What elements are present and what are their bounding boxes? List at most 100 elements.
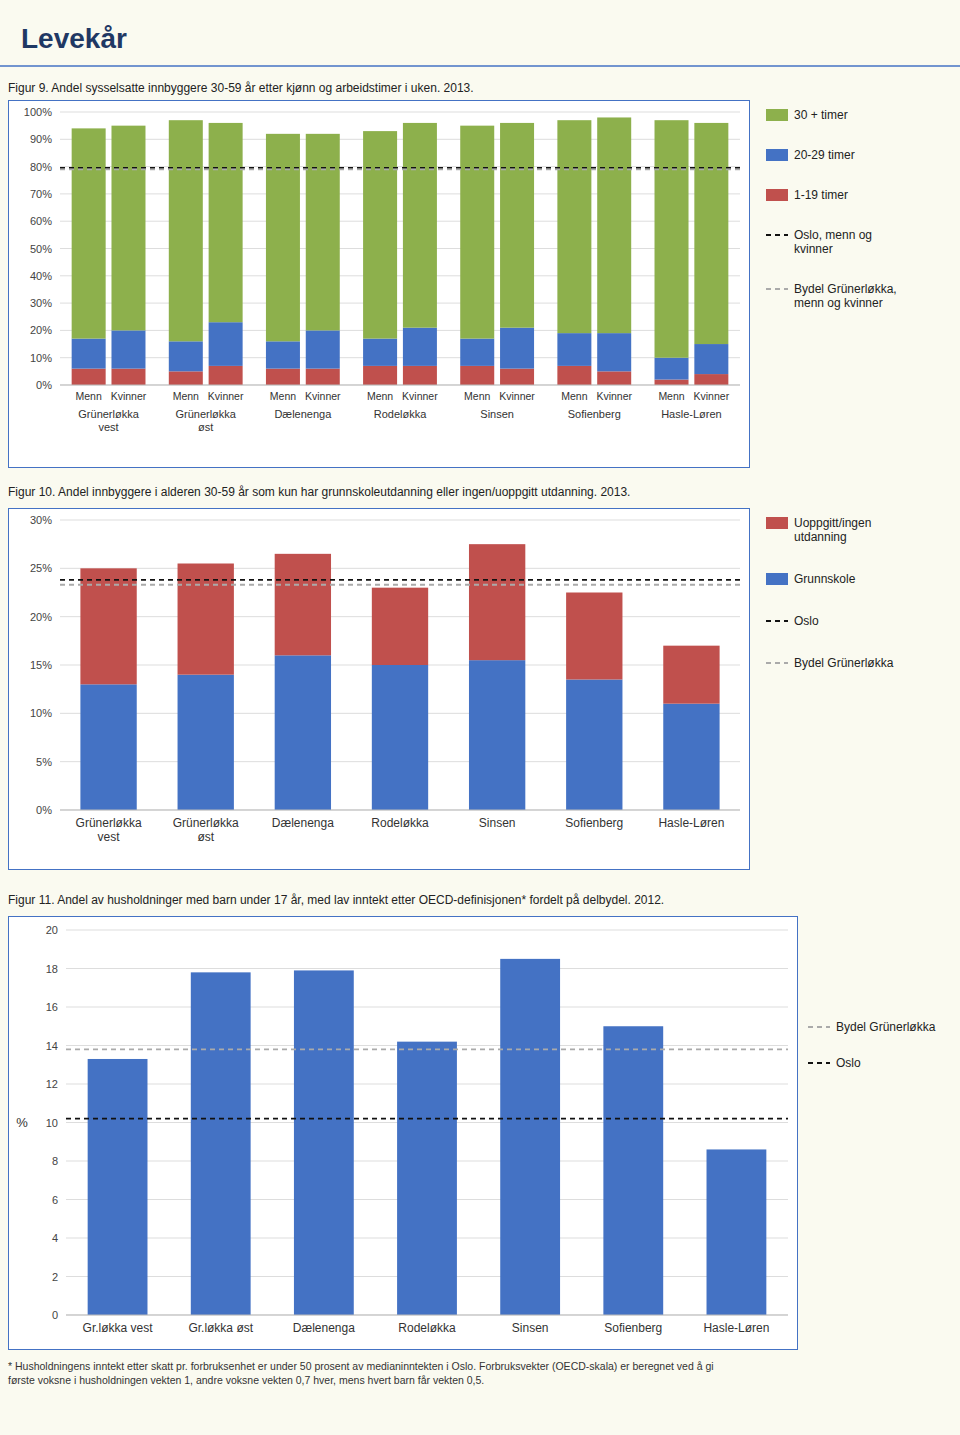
bar (306, 369, 340, 385)
bar (266, 341, 300, 368)
grid-line (60, 193, 740, 194)
y-tick-label: 20% (30, 611, 52, 623)
y-tick-label: 2 (52, 1271, 58, 1283)
chart-title: Figur 9. Andel sysselsatte innbyggere 30… (8, 81, 474, 95)
bar (566, 680, 622, 811)
chart-title: Figur 11. Andel av husholdninger med bar… (8, 893, 664, 907)
bar (191, 972, 251, 1315)
page-title: Levekår (21, 23, 127, 54)
page: Levekår Figur 9. Andel sysselsatte innbyg… (0, 0, 960, 1435)
chart: Figur 10. Andel innbyggere i alderen 30-… (8, 485, 894, 870)
y-tick-label: 8 (52, 1155, 58, 1167)
y-tick-label: 25% (30, 562, 52, 574)
y-axis-label: % (16, 1115, 28, 1130)
bar (597, 333, 631, 371)
y-tick-label: 6 (52, 1194, 58, 1206)
legend-swatch (766, 517, 788, 529)
x-axis-line (60, 385, 740, 386)
reference-line (60, 584, 740, 586)
grid-line (66, 1315, 788, 1316)
bar (707, 1149, 767, 1315)
y-tick-label: 30% (30, 514, 52, 526)
legend-swatch (766, 620, 788, 622)
y-tick-label: 14 (46, 1040, 58, 1052)
bar (663, 646, 719, 704)
bar (72, 128, 106, 338)
bar (111, 369, 145, 385)
header-rule (0, 65, 960, 67)
x-tick-label: Kvinner (111, 390, 147, 402)
bar (306, 134, 340, 331)
legend: Bydel Grünerløkka Oslo (808, 1020, 936, 1070)
y-tick-label: 90% (30, 133, 52, 145)
bar (500, 369, 534, 385)
bar (694, 123, 728, 344)
x-tick-label: Sofienberg (604, 1321, 662, 1335)
y-tick-label: 20% (30, 324, 52, 336)
bar (111, 330, 145, 368)
bar (72, 369, 106, 385)
x-tick-label: Kvinner (402, 390, 438, 402)
x-tick-label: Sofienberg (565, 816, 623, 830)
y-tick-label: 60% (30, 215, 52, 227)
y-tick-label: 0% (36, 804, 52, 816)
bar (266, 369, 300, 385)
legend-label: Oslo (836, 1056, 861, 1070)
legend: 30 + timer20-29 timer1-19 timerOslo, men… (766, 108, 897, 310)
y-tick-label: 16 (46, 1001, 58, 1013)
x-tick-label: Menn (270, 390, 296, 402)
bar (88, 1059, 148, 1315)
y-tick-label: 20 (46, 924, 58, 936)
x-tick-label: Grünerløkkavest (76, 816, 142, 844)
x-tick-label: Gr.løkka øst (188, 1321, 253, 1335)
legend-label: Bydel Grünerløkka (836, 1020, 936, 1034)
y-tick-label: 4 (52, 1232, 58, 1244)
bar (500, 123, 534, 328)
legend-label: Grunnskole (794, 572, 856, 586)
bar (603, 1026, 663, 1315)
grid-line (60, 385, 740, 386)
y-tick-label: 5% (36, 756, 52, 768)
legend-label: Uoppgitt/ingenutdanning (794, 516, 871, 544)
chart-frame (9, 917, 798, 1350)
chart-frame (9, 509, 750, 870)
grid-line (60, 112, 740, 113)
bar (460, 366, 494, 385)
grid-line (60, 221, 740, 222)
bar (266, 134, 300, 341)
legend-swatch (766, 234, 788, 236)
bar (655, 358, 689, 380)
group-label: Sinsen (480, 408, 514, 420)
x-tick-label: Sinsen (512, 1321, 549, 1335)
reference-line (60, 167, 740, 169)
x-tick-label: Hasle-Løren (703, 1321, 769, 1335)
x-tick-label: Menn (76, 390, 102, 402)
grid-line (60, 139, 740, 140)
bar (209, 366, 243, 385)
bar (597, 117, 631, 333)
bar (275, 655, 331, 810)
group-label: Grünerløkkaøst (175, 408, 236, 433)
bar (469, 544, 525, 660)
y-tick-label: 50% (30, 243, 52, 255)
bar (306, 330, 340, 368)
legend-label: 1-19 timer (794, 188, 848, 202)
legend-label: Bydel Grünerløkka (794, 656, 894, 670)
bar (169, 120, 203, 341)
grid-line (66, 930, 788, 931)
legend-swatch (808, 1026, 830, 1028)
legend: Uoppgitt/ingenutdanningGrunnskoleOsloByd… (766, 516, 894, 670)
legend-swatch (766, 189, 788, 201)
footnote: * Husholdningens inntekt etter skatt pr.… (8, 1360, 714, 1386)
grid-line (60, 275, 740, 276)
bar (372, 588, 428, 665)
y-tick-label: 80% (30, 161, 52, 173)
reference-line (60, 579, 740, 581)
bar (80, 684, 136, 810)
marks (60, 544, 740, 810)
bar (372, 665, 428, 810)
y-tick-label: 0 (52, 1309, 58, 1321)
bar (169, 341, 203, 371)
grid-line (60, 357, 740, 358)
legend-label: 20-29 timer (794, 148, 855, 162)
